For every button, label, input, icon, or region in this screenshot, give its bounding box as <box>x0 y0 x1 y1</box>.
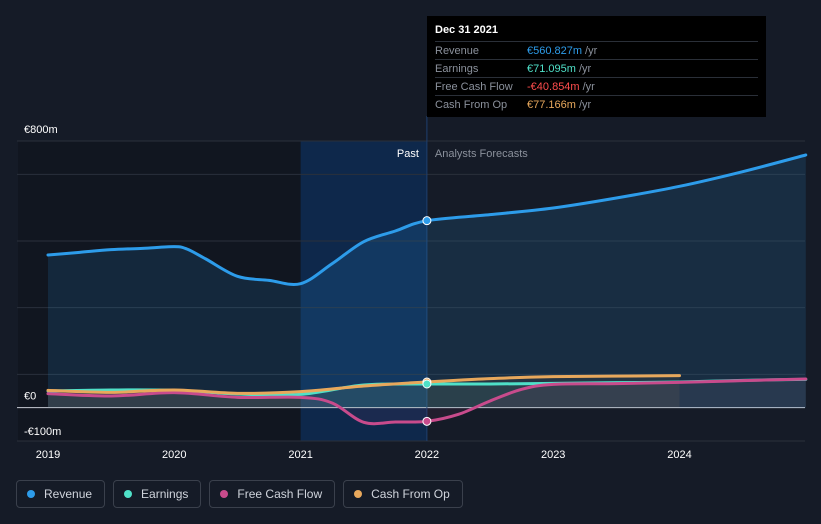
tooltip-label: Revenue <box>435 44 480 57</box>
cash-from-op-line <box>46 374 681 395</box>
tooltip-date: Dec 31 2021 <box>435 24 498 36</box>
x-tick-label: 2022 <box>415 449 439 461</box>
legend-dot-icon <box>27 490 35 498</box>
x-tick-label: 2024 <box>667 449 691 461</box>
x-tick-label: 2023 <box>541 449 565 461</box>
legend-item-earnings[interactable]: Earnings <box>113 480 202 508</box>
tooltip-row-free-cash-flow: Free Cash Flow -€40.854m /yr <box>435 77 758 95</box>
y-tick-label: -€100m <box>24 426 61 438</box>
tooltip-unit: /yr <box>582 80 595 93</box>
free-cash-flow-area <box>48 379 806 424</box>
revenue-marker <box>422 216 432 226</box>
legend-label: Cash From Op <box>371 487 450 501</box>
tooltip-label: Free Cash Flow <box>435 80 513 93</box>
legend-label: Earnings <box>141 487 189 501</box>
chart-legend: Revenue Earnings Free Cash Flow Cash Fro… <box>16 480 463 508</box>
tooltip-row-revenue: Revenue €560.827m /yr <box>435 41 758 59</box>
chart-tooltip: Dec 31 2021 Revenue €560.827m /yr Earnin… <box>427 16 766 117</box>
legend-item-cash-from-op[interactable]: Cash From Op <box>343 480 463 508</box>
tooltip-unit: /yr <box>578 98 592 111</box>
x-tick-label: 2020 <box>162 449 186 461</box>
y-tick-label: €0 <box>24 391 36 403</box>
tooltip-unit: /yr <box>578 62 592 75</box>
past-label: Past <box>397 148 419 160</box>
forecast-label: Analysts Forecasts <box>435 148 528 160</box>
legend-dot-icon <box>354 490 363 498</box>
tooltip-row-earnings: Earnings €71.095m /yr <box>435 59 758 77</box>
x-tick-label: 2021 <box>288 449 312 461</box>
legend-item-free-cash-flow[interactable]: Free Cash Flow <box>209 480 336 508</box>
revenue-area <box>48 155 806 408</box>
legend-dot-icon <box>124 490 133 498</box>
earnings-area <box>48 379 806 408</box>
tooltip-label: Cash From Op <box>435 98 508 111</box>
tooltip-value: €71.095m <box>527 62 576 75</box>
legend-label: Free Cash Flow <box>237 487 323 501</box>
tooltip-row-cash-from-op: Cash From Op €77.166m /yr <box>435 95 758 113</box>
revenue-line <box>46 153 808 286</box>
tooltip-value: -€40.854m <box>527 80 580 93</box>
tooltip-label: Earnings <box>435 62 479 75</box>
tooltip-value: €560.827m <box>527 44 583 57</box>
tooltip-unit: /yr <box>585 44 598 57</box>
legend-item-revenue[interactable]: Revenue <box>16 480 106 508</box>
tooltip-value: €77.166m <box>527 98 576 111</box>
legend-label: Revenue <box>44 487 93 501</box>
earnings-marker <box>422 379 432 389</box>
x-tick-label: 2019 <box>36 449 60 461</box>
legend-dot-icon <box>220 490 229 498</box>
free-cash-flow-marker <box>422 416 432 426</box>
y-tick-label: €800m <box>24 124 58 136</box>
